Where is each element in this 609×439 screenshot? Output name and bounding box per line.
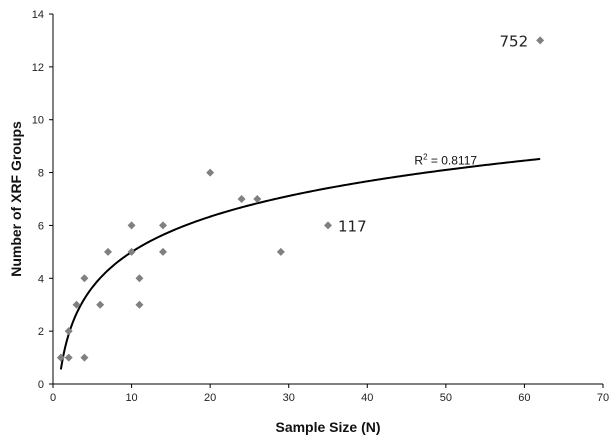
y-axis-title: Number of XRF Groups [8, 121, 24, 277]
data-point [127, 247, 136, 256]
x-tick-label: 50 [440, 392, 452, 404]
data-point [127, 221, 136, 230]
x-tick-label: 10 [125, 392, 137, 404]
y-axis-ticks: 0 2 4 6 8 10 12 14 [32, 9, 53, 391]
point-annotation: 117 [338, 217, 367, 235]
y-tick-label: 6 [38, 220, 44, 232]
data-point [80, 274, 89, 283]
data-point [135, 300, 144, 309]
data-point [253, 195, 262, 203]
data-point [72, 300, 81, 309]
y-tick-label: 4 [38, 273, 44, 285]
y-tick-label: 10 [32, 115, 44, 127]
trendline [59, 157, 541, 370]
r-squared-label: R2 = 0.8117 [414, 153, 477, 168]
x-axis-title: Sample Size (N) [275, 419, 380, 435]
y-tick-label: 14 [32, 9, 44, 21]
point-annotation: 752 [500, 32, 529, 50]
data-point [237, 195, 246, 203]
data-point [159, 221, 167, 230]
y-tick-label: 2 [38, 326, 44, 338]
annotations: 752 117 [338, 32, 528, 235]
x-tick-label: 40 [361, 392, 373, 404]
x-tick-label: 60 [518, 392, 530, 404]
x-tick-label: 70 [597, 392, 609, 404]
y-tick-label: 8 [38, 168, 44, 180]
x-tick-label: 30 [283, 392, 295, 404]
data-point [135, 274, 144, 283]
data-point [206, 168, 215, 177]
data-point [80, 353, 89, 362]
data-point [276, 247, 285, 256]
axes [52, 14, 603, 385]
x-tick-label: 20 [204, 392, 216, 404]
data-point [56, 353, 65, 362]
data-point [64, 353, 73, 362]
data-point [104, 247, 112, 256]
y-tick-label: 12 [32, 62, 44, 74]
data-point [536, 36, 545, 45]
data-point [159, 247, 167, 256]
x-axis-ticks: 0 10 20 30 40 50 60 70 [50, 384, 609, 404]
y-tick-label: 0 [38, 379, 44, 391]
data-point [96, 300, 105, 309]
x-tick-label: 0 [50, 392, 56, 404]
data-points [56, 36, 545, 362]
data-point [324, 221, 332, 230]
data-point [64, 327, 73, 336]
